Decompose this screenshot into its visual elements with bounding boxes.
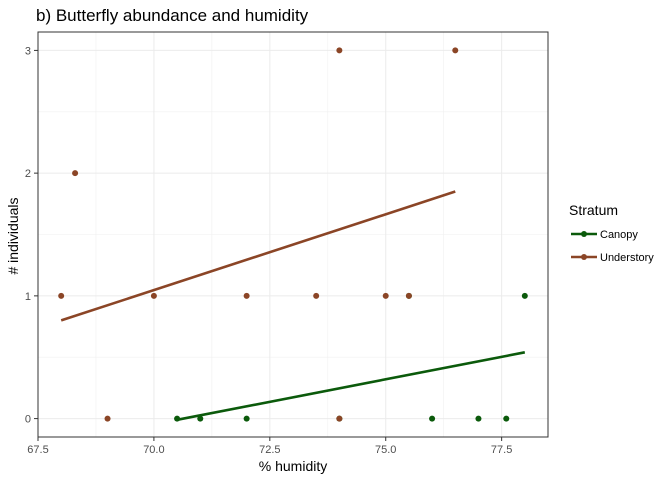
canopy-point (503, 415, 510, 422)
chart-title: b) Butterfly abundance and humidity (36, 6, 309, 25)
understory-fit-line (60, 190, 456, 322)
regression-lines (60, 190, 526, 422)
canopy-point (521, 292, 528, 299)
legend: Canopy Understory (571, 229, 654, 264)
y-tick-label: 2 (25, 168, 31, 180)
plot-border (37, 31, 549, 438)
understory-point (452, 47, 459, 54)
y-tick-label: 0 (25, 414, 31, 426)
canopy-fit-line (176, 351, 526, 422)
x-axis-title: % humidity (259, 458, 327, 474)
understory-point (313, 292, 320, 299)
understory-point (382, 292, 389, 299)
y-axis-title: # individuals (5, 197, 21, 274)
data-points (58, 47, 528, 422)
x-tick-label: 70.0 (143, 444, 164, 456)
x-axis-ticks: 67.5 70.0 72.5 75.0 77.5 (27, 437, 512, 456)
x-tick-label: 75.0 (375, 444, 396, 456)
legend-key-point (581, 254, 587, 260)
legend-label-canopy: Canopy (600, 229, 638, 241)
canopy-point (174, 415, 181, 422)
understory-point (405, 292, 412, 299)
understory-point (150, 292, 157, 299)
understory-point (104, 415, 111, 422)
legend-title: Stratum (569, 202, 618, 218)
canopy-point (429, 415, 436, 422)
y-tick-label: 1 (25, 291, 31, 303)
y-axis-ticks: 0 1 2 3 (25, 45, 38, 426)
understory-point (336, 415, 343, 422)
y-tick-label: 3 (25, 45, 31, 57)
canopy-point (243, 415, 250, 422)
x-tick-label: 67.5 (27, 444, 48, 456)
understory-point (58, 292, 65, 299)
x-tick-label: 72.5 (259, 444, 280, 456)
x-tick-label: 77.5 (491, 444, 512, 456)
understory-point (72, 170, 79, 177)
legend-key-point (581, 231, 587, 237)
understory-point (243, 292, 250, 299)
canopy-point (475, 415, 482, 422)
legend-label-understory: Understory (600, 252, 654, 264)
canopy-point (197, 415, 204, 422)
understory-point (336, 47, 343, 54)
